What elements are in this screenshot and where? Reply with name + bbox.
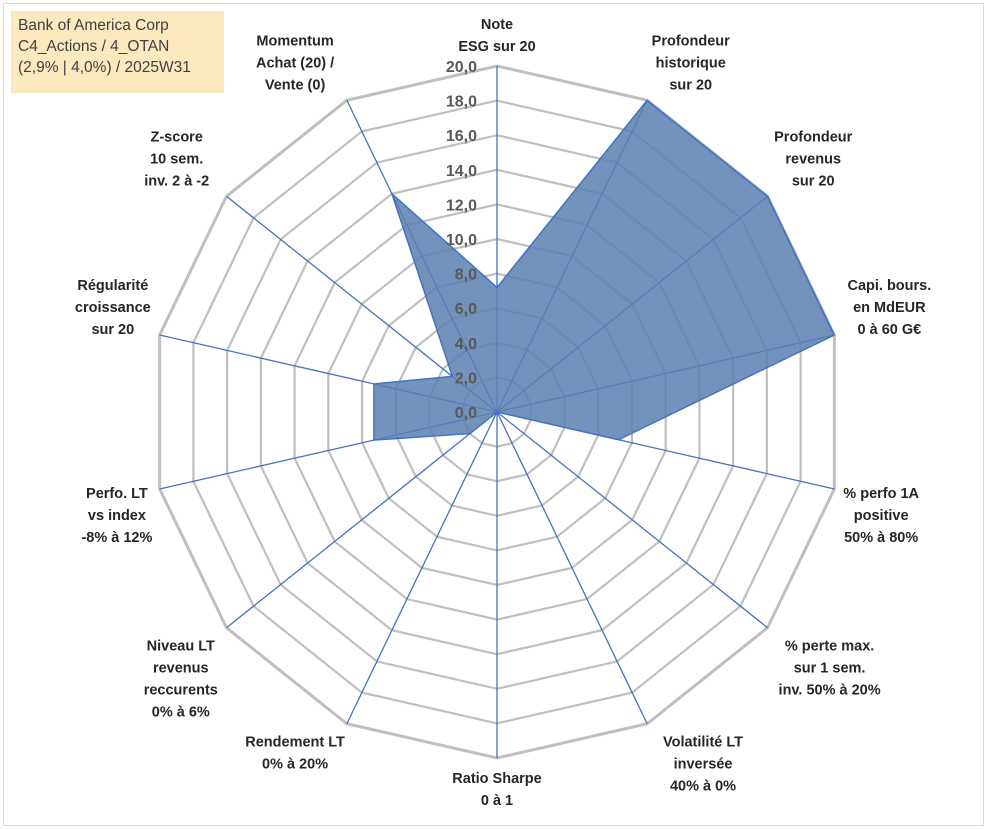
axis-label-line: Volatilité LT xyxy=(663,735,743,751)
axis-spoke xyxy=(226,411,498,629)
axis-label-line: croissance xyxy=(75,300,151,316)
axis-label: Profondeur revenus sur 20 xyxy=(774,129,852,189)
axis-label-line: inversée xyxy=(674,757,733,773)
axis-label-line: % perte max. xyxy=(785,639,874,655)
info-box: Bank of America Corp C4_Actions / 4_OTAN… xyxy=(11,11,224,93)
radar-series xyxy=(373,99,836,441)
axis-label-line: inv. 50% à 20% xyxy=(779,683,881,699)
axis-label-line: positive xyxy=(854,508,909,524)
axis-label-line: 50% à 80% xyxy=(844,530,918,546)
tick-label: 4,0 xyxy=(455,336,477,353)
axis-labels: Note ESG sur 20 Profondeur historique sur 20… xyxy=(75,17,931,809)
axis-label-line: 0 à 60 G€ xyxy=(858,322,922,338)
axis-label-line: 0 à 1 xyxy=(481,793,513,809)
tick-label: 16,0 xyxy=(446,128,477,145)
axis-spoke xyxy=(496,411,768,629)
axis-label-line: % perfo 1A xyxy=(843,486,919,502)
axis-label-line: -8% à 12% xyxy=(81,530,152,546)
axis-label-line: sur 1 sem. xyxy=(794,661,866,677)
axis-spoke xyxy=(346,411,498,725)
info-period: (2,9% | 4,0%) / 2025W31 xyxy=(18,59,191,76)
axis-label-line: Rendement LT xyxy=(245,735,345,751)
axis-label: % perte max. sur 1 sem. inv. 50% à 20% xyxy=(779,639,881,699)
tick-label: 20,0 xyxy=(446,59,477,76)
axis-label: Ratio Sharpe 0 à 1 xyxy=(452,771,541,809)
axis-label-line: 10 sem. xyxy=(150,151,203,167)
axis-label: Niveau LT revenus reccurents 0% à 6% xyxy=(144,639,218,721)
axis-label: Régularité croissance sur 20 xyxy=(75,278,151,338)
axis-label-line: sur 20 xyxy=(792,173,835,189)
axis-label-line: Achat (20) / xyxy=(256,55,334,71)
series-area xyxy=(373,99,836,441)
axis-label-line: en MdEUR xyxy=(853,300,926,316)
radial-tick-labels: 0,0 2,0 4,0 6,0 8,0 10,0 12,0 14,0 16,0 18,0 20,0 xyxy=(446,59,477,422)
axis-label-line: Note xyxy=(481,17,513,33)
axis-label-line: Momentum xyxy=(256,33,333,49)
axis-label-line: Profondeur xyxy=(652,33,730,49)
tick-label: 12,0 xyxy=(446,197,477,214)
axis-label: Rendement LT 0% à 20% xyxy=(245,735,345,773)
axis-label: Note ESG sur 20 xyxy=(458,17,535,55)
axis-label-line: historique xyxy=(656,55,726,71)
axis-label-line: Profondeur xyxy=(774,129,852,145)
axis-label-line: inv. 2 à -2 xyxy=(144,173,209,189)
axis-spoke xyxy=(496,411,648,725)
axis-label-line: 40% à 0% xyxy=(670,779,736,795)
axis-label-line: Ratio Sharpe xyxy=(452,771,541,787)
axis-label-line: reccurents xyxy=(144,683,218,699)
axis-label-line: 0% à 20% xyxy=(262,757,328,773)
axis-label-line: Perfo. LT xyxy=(86,486,148,502)
axis-label: Momentum Achat (20) / Vente (0) xyxy=(256,33,334,93)
tick-label: 18,0 xyxy=(446,94,477,111)
tick-label: 0,0 xyxy=(455,405,477,422)
axis-label: Profondeur historique sur 20 xyxy=(652,33,730,93)
axis-label-line: revenus xyxy=(785,151,841,167)
axis-label-line: sur 20 xyxy=(669,77,712,93)
axis-label-line: ESG sur 20 xyxy=(458,39,535,55)
tick-label: 2,0 xyxy=(455,370,477,387)
axis-label: Perfo. LT vs index -8% à 12% xyxy=(81,486,152,546)
tick-label: 10,0 xyxy=(446,232,477,249)
tick-label: 8,0 xyxy=(455,267,477,284)
axis-label-line: Capi. bours. xyxy=(847,278,931,294)
axis-label-line: Régularité xyxy=(77,278,148,294)
axis-label-line: Vente (0) xyxy=(265,77,326,93)
axis-label: Capi. bours. en MdEUR 0 à 60 G€ xyxy=(847,278,931,338)
axis-label-line: vs index xyxy=(88,508,146,524)
tick-label: 6,0 xyxy=(455,301,477,318)
axis-label: Volatilité LT inversée 40% à 0% xyxy=(663,735,743,795)
axis-label-line: Z-score xyxy=(151,129,203,145)
tick-label: 14,0 xyxy=(446,163,477,180)
info-category: C4_Actions / 4_OTAN xyxy=(18,38,170,55)
axis-label: Z-score 10 sem. inv. 2 à -2 xyxy=(144,129,209,189)
axis-label-line: Niveau LT xyxy=(147,639,215,655)
axis-label: % perfo 1A positive 50% à 80% xyxy=(843,486,919,546)
axis-label-line: 0% à 6% xyxy=(152,705,210,721)
axis-label-line: sur 20 xyxy=(91,322,134,338)
info-company-name: Bank of America Corp xyxy=(18,17,169,34)
axis-label-line: revenus xyxy=(153,661,209,677)
